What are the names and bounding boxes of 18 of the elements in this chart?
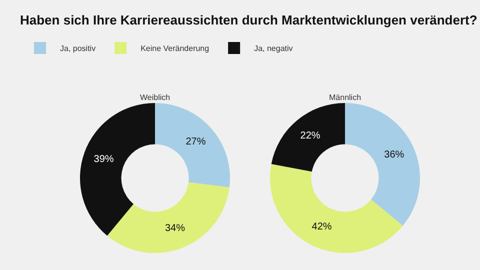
data-label: 39% [94, 154, 114, 166]
data-label: 42% [312, 222, 332, 233]
donut-slice [270, 164, 403, 253]
data-label: 34% [164, 223, 186, 234]
chart-subtitle: Männlich [329, 93, 362, 102]
data-label: 36% [384, 149, 404, 160]
donut-slice [345, 103, 420, 226]
donut-slice [271, 103, 345, 172]
legend-label: Ja, negativ [254, 44, 293, 54]
donut-slice [107, 182, 230, 253]
text: Weiblich [140, 93, 170, 102]
donut-slice [155, 103, 230, 188]
chart-title: Haben sich Ihre Karriereaussichten durch Marktentwicklungen verändert? [20, 12, 478, 28]
data-label: 27% [186, 136, 206, 148]
legend-label: Keine Veränderung [140, 44, 210, 54]
data-label: 22% [300, 130, 320, 142]
legend-label: Ja, positiv [60, 44, 96, 54]
donut-slice [80, 103, 155, 236]
